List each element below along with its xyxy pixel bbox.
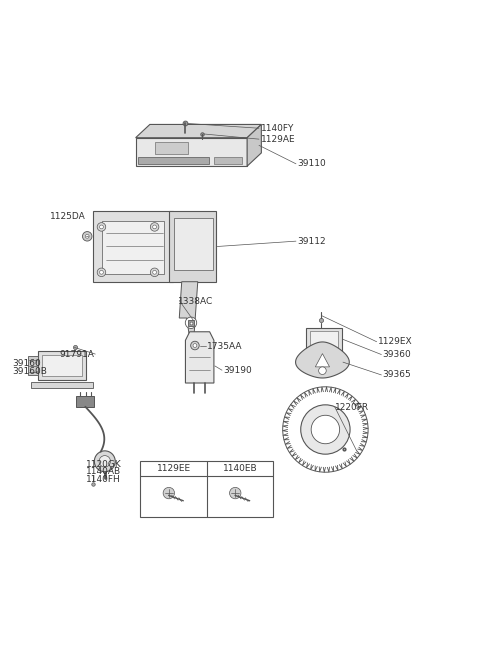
Circle shape bbox=[153, 271, 156, 274]
Text: 1129EE: 1129EE bbox=[156, 464, 191, 474]
Circle shape bbox=[150, 268, 159, 276]
Polygon shape bbox=[138, 157, 209, 164]
Text: 39110: 39110 bbox=[297, 159, 326, 168]
Circle shape bbox=[99, 456, 110, 467]
Circle shape bbox=[193, 344, 197, 347]
Text: 1338AC: 1338AC bbox=[179, 297, 214, 307]
Text: 1220FR: 1220FR bbox=[335, 403, 369, 412]
Polygon shape bbox=[185, 332, 214, 383]
Circle shape bbox=[153, 225, 156, 229]
Polygon shape bbox=[38, 351, 86, 380]
Polygon shape bbox=[28, 356, 38, 375]
Circle shape bbox=[311, 415, 340, 443]
Polygon shape bbox=[296, 342, 349, 378]
Circle shape bbox=[319, 367, 326, 375]
Circle shape bbox=[301, 405, 350, 454]
Polygon shape bbox=[174, 217, 213, 270]
Polygon shape bbox=[169, 212, 216, 282]
Text: 1129EX: 1129EX bbox=[378, 337, 412, 346]
Text: 91791A: 91791A bbox=[60, 350, 95, 358]
Circle shape bbox=[99, 225, 103, 229]
Polygon shape bbox=[155, 141, 188, 154]
Polygon shape bbox=[306, 328, 342, 351]
Text: 1140EB: 1140EB bbox=[223, 464, 257, 474]
Circle shape bbox=[83, 232, 92, 241]
Text: 1140FY: 1140FY bbox=[261, 124, 295, 133]
Polygon shape bbox=[136, 138, 247, 166]
Text: 1735AA: 1735AA bbox=[207, 342, 242, 351]
Text: 1129AE: 1129AE bbox=[261, 135, 296, 143]
Circle shape bbox=[150, 223, 159, 231]
Polygon shape bbox=[136, 124, 261, 138]
Text: 1140FH: 1140FH bbox=[86, 475, 120, 484]
Polygon shape bbox=[102, 221, 165, 274]
Circle shape bbox=[163, 487, 175, 498]
Polygon shape bbox=[315, 354, 330, 367]
Circle shape bbox=[229, 487, 241, 498]
Text: 39112: 39112 bbox=[297, 236, 325, 246]
Text: 39190: 39190 bbox=[223, 365, 252, 375]
Circle shape bbox=[85, 234, 89, 238]
Circle shape bbox=[99, 271, 103, 274]
Text: 39360: 39360 bbox=[383, 350, 411, 359]
Circle shape bbox=[97, 223, 106, 231]
Polygon shape bbox=[247, 124, 261, 166]
Text: 39160B: 39160B bbox=[12, 367, 47, 376]
Polygon shape bbox=[179, 282, 198, 335]
Polygon shape bbox=[31, 382, 93, 388]
Circle shape bbox=[191, 341, 199, 350]
Text: 39365: 39365 bbox=[383, 371, 411, 379]
Polygon shape bbox=[214, 157, 242, 164]
Polygon shape bbox=[310, 331, 338, 348]
Polygon shape bbox=[42, 355, 82, 376]
Polygon shape bbox=[93, 212, 173, 282]
Circle shape bbox=[95, 451, 115, 472]
Text: 1125DA: 1125DA bbox=[50, 212, 86, 221]
Text: 1120GK: 1120GK bbox=[86, 460, 121, 468]
Circle shape bbox=[97, 268, 106, 276]
Text: 39160: 39160 bbox=[12, 359, 41, 368]
Polygon shape bbox=[76, 396, 95, 407]
Circle shape bbox=[185, 317, 197, 328]
Text: 1140AB: 1140AB bbox=[86, 467, 121, 476]
